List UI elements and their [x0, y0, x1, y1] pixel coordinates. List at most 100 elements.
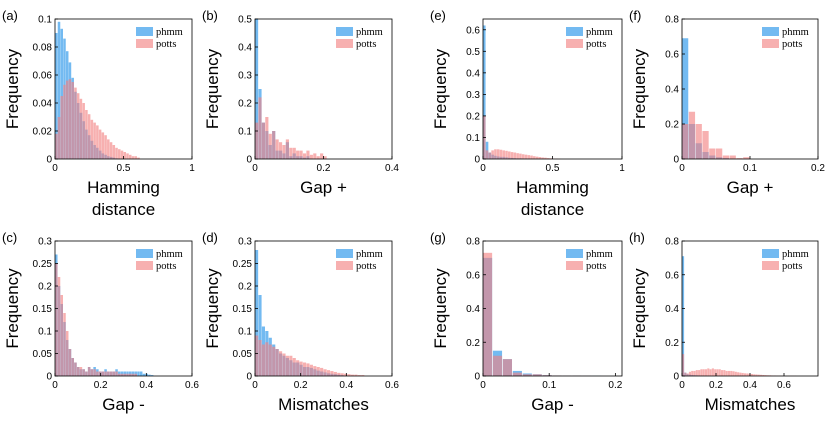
- bar-potts-f-3: [702, 131, 708, 159]
- bar-potts-b-0: [255, 123, 258, 159]
- legend-label-phmm: phmm: [356, 249, 383, 260]
- legend-label-potts: potts: [156, 261, 176, 272]
- bar-potts-a-2: [60, 96, 63, 159]
- x-tick-label: 0.4: [139, 380, 153, 391]
- bar-potts-h-21: [730, 371, 732, 376]
- bar-potts-g-2: [503, 359, 512, 376]
- bar-potts-d-11: [293, 358, 296, 376]
- bar-potts-d-5: [272, 347, 275, 376]
- x-tick-label: 1: [619, 163, 625, 174]
- bar-potts-h-1: [684, 373, 686, 376]
- bar-potts-e-14: [522, 154, 525, 159]
- y-axis-label: Frequency: [203, 48, 222, 129]
- bar-potts-a-1: [58, 117, 61, 159]
- bar-potts-h-19: [726, 371, 728, 376]
- bar-potts-a-26: [126, 153, 129, 159]
- legend-label-potts: potts: [782, 261, 802, 272]
- bar-potts-a-23: [118, 149, 121, 159]
- x-axis-label: Gap +: [300, 178, 347, 197]
- bar-potts-c-12: [88, 367, 91, 376]
- y-tick-label: 0.2: [665, 120, 679, 131]
- y-tick-label: 0.1: [238, 327, 252, 338]
- bar-potts-c-22: [115, 372, 118, 377]
- bar-potts-h-27: [744, 373, 746, 376]
- panel-label: (d): [202, 230, 218, 245]
- legend-swatch-potts: [336, 39, 353, 48]
- legend-swatch-phmm: [336, 27, 353, 36]
- bar-potts-e-5: [497, 149, 500, 159]
- y-axis-label: Frequency: [3, 268, 22, 349]
- y-tick-label: 0.2: [665, 338, 679, 349]
- bar-potts-b-9: [286, 139, 289, 159]
- bar-potts-a-7: [74, 88, 77, 159]
- y-tick-label: 0.06: [33, 71, 53, 82]
- bar-potts-b-18: [317, 156, 320, 159]
- y-tick-label: 0.05: [233, 349, 253, 360]
- y-tick-label: 0.3: [238, 71, 252, 82]
- bar-potts-e-17: [530, 156, 533, 159]
- y-tick-label: 0.1: [466, 133, 480, 144]
- x-axis-label: Mismatches: [705, 395, 796, 414]
- bar-potts-e-11: [514, 153, 517, 159]
- bar-potts-h-22: [732, 371, 734, 376]
- y-tick-label: 0.1: [38, 15, 52, 26]
- bar-potts-b-1: [258, 97, 261, 159]
- bar-potts-d-13: [300, 362, 303, 376]
- bar-potts-d-4: [269, 345, 272, 377]
- y-tick-label: 0.2: [238, 282, 252, 293]
- bar-potts-a-24: [121, 151, 124, 159]
- y-tick-label: 0.4: [466, 304, 480, 315]
- bar-potts-h-25: [739, 373, 741, 376]
- bar-potts-a-14: [93, 123, 96, 159]
- bar-potts-d-6: [276, 349, 279, 376]
- bar-potts-c-10: [82, 369, 85, 376]
- bar-potts-b-4: [269, 134, 272, 159]
- bar-potts-f-7: [730, 156, 736, 160]
- bar-potts-f-0: [682, 124, 688, 159]
- bar-potts-h-23: [735, 372, 737, 376]
- bar-potts-d-19: [320, 368, 323, 376]
- y-tick-label: 0.5: [466, 47, 480, 58]
- x-axis-label: Hamming: [516, 178, 589, 197]
- x-axis-label-line2: distance: [92, 200, 155, 219]
- y-axis-label: Frequency: [630, 48, 649, 129]
- x-tick-label: 0.2: [709, 380, 723, 391]
- y-tick-label: 0.3: [466, 90, 480, 101]
- bar-potts-a-5: [69, 79, 72, 159]
- bar-potts-d-8: [282, 354, 285, 377]
- legend-label-potts: potts: [782, 39, 802, 50]
- y-tick-label: 0.6: [466, 25, 480, 36]
- x-tick-label: 0.2: [94, 380, 108, 391]
- bar-potts-e-3: [491, 150, 494, 159]
- x-tick-label: 0.5: [117, 163, 131, 174]
- bar-potts-d-17: [313, 366, 316, 376]
- x-tick-label: 0.1: [542, 380, 556, 391]
- bar-potts-e-16: [527, 155, 530, 159]
- bar-potts-d-20: [324, 369, 327, 376]
- bar-potts-h-20: [728, 371, 730, 376]
- x-tick-label: 0: [52, 163, 58, 174]
- legend-swatch-potts: [566, 261, 583, 270]
- legend-label-phmm: phmm: [586, 249, 613, 260]
- panel-label: (e): [430, 8, 446, 23]
- y-tick-label: 0.8: [466, 237, 480, 248]
- legend-label-phmm: phmm: [782, 249, 809, 260]
- bar-potts-c-17: [102, 372, 105, 377]
- y-tick-label: 0.8: [665, 237, 679, 248]
- bar-potts-h-9: [703, 369, 705, 376]
- y-tick-label: 0.6: [665, 270, 679, 281]
- bar-potts-d-15: [306, 363, 309, 376]
- panel-label: (b): [202, 8, 218, 23]
- bar-potts-f-2: [696, 124, 702, 159]
- y-tick-label: 0.2: [38, 282, 52, 293]
- legend-swatch-phmm: [566, 27, 583, 36]
- x-tick-label: 0.6: [777, 380, 791, 391]
- bar-potts-c-19: [107, 372, 110, 377]
- y-tick-label: 0.15: [233, 304, 253, 315]
- x-axis-label: Mismatches: [278, 395, 369, 414]
- bar-potts-d-21: [327, 370, 330, 376]
- bar-potts-e-10: [511, 152, 514, 159]
- bar-potts-e-15: [525, 155, 528, 159]
